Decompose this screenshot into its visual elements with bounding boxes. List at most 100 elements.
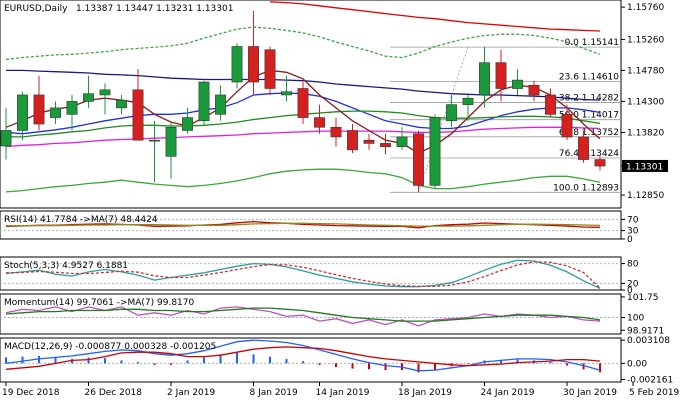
candle-body [594, 159, 606, 167]
candle-body [182, 117, 193, 131]
candle-body [429, 117, 441, 186]
fib-levels: 0.0 1.15141 23.6 1.14610 38.2 1.14282 50.0 … [390, 38, 621, 193]
fib-trend-line [418, 46, 469, 193]
candle-body [297, 88, 309, 118]
macd-histogram-bar [252, 354, 255, 364]
macd-histogram-bar [566, 363, 568, 366]
current-price-tag: 1.13301 [622, 159, 668, 172]
macd-histogram-bar [500, 359, 502, 364]
rsi-series-line [6, 222, 601, 227]
macd-histogram-bar [516, 359, 519, 364]
stoch-axis-tick-label: 80 [627, 260, 639, 270]
macd-histogram-bar [120, 360, 123, 364]
macd-histogram-bar [153, 363, 156, 365]
candle-body [512, 79, 523, 89]
candle-body [347, 130, 358, 151]
candle-body [231, 46, 243, 83]
candle-body [99, 89, 111, 96]
rsi-axis-tick-label: 0 [627, 235, 633, 245]
momentum-axis: 101.75 100 98.9171 [621, 293, 664, 336]
rsi-series-line [5, 220, 601, 229]
macd-histogram-bar [71, 358, 73, 364]
macd-histogram-bar [186, 360, 189, 364]
macd-histogram-bar [170, 363, 172, 365]
rsi-axis-tick-label: 70 [627, 215, 639, 225]
candle-body [198, 81, 210, 122]
fib-label: 61.8 1.13752 [559, 128, 619, 138]
candle-body [50, 107, 61, 118]
macd-series-line [5, 339, 601, 372]
macd-panel: MACD(12,26,9) -0.000877 0.000328 -0.0012… [0, 336, 673, 385]
stoch-series-line [5, 261, 601, 289]
time-tick-label: 24 Jan 2019 [481, 388, 535, 398]
fib-label: 23.6 1.14610 [559, 72, 619, 82]
momentum-series-line [5, 307, 601, 322]
stoch-plot-area [0, 256, 622, 291]
rsi-panel: RSI(14) 41.7784 ->MA(7) 48.4424 70 300 [0, 210, 639, 245]
moving-average-line [5, 26, 601, 61]
candle-body [165, 126, 177, 157]
candle-body [132, 89, 144, 141]
momentum-lines [0, 306, 621, 327]
macd-histogram-bar [417, 363, 420, 373]
macd-histogram-bar [549, 361, 552, 364]
macd-axis: 0.003108 0.00 -0.002161 [621, 336, 673, 385]
momentum-label: Momentum(14) 99.7061 ->MA(7) 99.8170 [4, 298, 195, 308]
time-tick-label: 2 Jan 2019 [167, 388, 215, 398]
momentum-axis-tick-label: 98.9171 [627, 326, 664, 336]
fib-label: 0.0 1.15141 [565, 38, 619, 48]
macd-histogram-bar [219, 354, 222, 364]
macd-series-line [5, 346, 601, 370]
symbol-label: EURUSD,Daily [4, 4, 68, 14]
macd-histogram-bar [582, 363, 585, 370]
macd-axis-tick-label: 0.00 [627, 359, 647, 369]
macd-histogram-bar [351, 363, 354, 369]
candle-body [66, 101, 78, 115]
macd-histogram-bar [104, 358, 106, 364]
moving-average-line [5, 126, 601, 148]
price-axis-tick-label: 1.14780 [627, 66, 664, 76]
macd-histogram-bar [335, 363, 337, 368]
rsi-axis-tick-label: 30 [627, 227, 639, 237]
macd-histogram-bar [285, 358, 288, 364]
candle-body [33, 94, 45, 125]
macd-histogram-bar [467, 363, 469, 365]
time-tick-label: 19 Dec 2018 [2, 388, 60, 398]
candle-body [149, 139, 160, 142]
candle-body [83, 93, 94, 102]
fib-label: 76.4 1.13424 [559, 149, 619, 159]
time-tick-label: 5 Feb 2019 [629, 388, 680, 398]
candle-body [528, 84, 540, 96]
stoch-axis-tick-label: 0 [627, 286, 633, 296]
candle-body [264, 49, 276, 89]
macd-histogram-bar [302, 361, 304, 364]
macd-histogram-bar [384, 363, 387, 371]
macd-histogram-bar [269, 356, 271, 364]
candle-body [314, 117, 325, 128]
moving-average-line [5, 168, 601, 193]
time-tick-label: 18 Jan 2019 [398, 388, 452, 398]
momentum-axis-tick-label: 100 [627, 314, 644, 324]
macd-histogram-bar [54, 357, 57, 364]
macd-histogram-bar [236, 352, 238, 364]
rsi-axis: 70 300 [621, 215, 639, 245]
candle-body [479, 62, 490, 96]
candle-body [363, 139, 375, 144]
stoch-axis-tick-label: 20 [627, 279, 639, 289]
candle-body [446, 104, 457, 122]
macd-histogram-bar [5, 357, 7, 364]
time-tick-label: 30 Jan 2019 [563, 388, 617, 398]
candles [0, 10, 606, 192]
rsi-label: RSI(14) 41.7784 ->MA(7) 48.4424 [4, 215, 158, 225]
price-axis-tick-label: 1.15760 [627, 3, 664, 13]
candle-body [0, 130, 12, 147]
time-tick-label: 14 Jan 2019 [316, 388, 370, 398]
macd-label: MACD(12,26,9) -0.000877 0.000328 -0.0012… [4, 342, 216, 352]
macd-histogram-bar [38, 355, 40, 364]
candle-body [495, 62, 507, 89]
stoch-lines [0, 259, 621, 289]
time-axis: 19 Dec 2018 26 Dec 2018 2 Jan 2019 8 Jan 20… [2, 382, 680, 398]
stoch-label: Stoch(5,3,3) 4.9527 6.1881 [4, 261, 128, 271]
momentum-panel: Momentum(14) 99.7061 ->MA(7) 99.8170 101… [0, 293, 664, 336]
candle-body [578, 136, 589, 160]
